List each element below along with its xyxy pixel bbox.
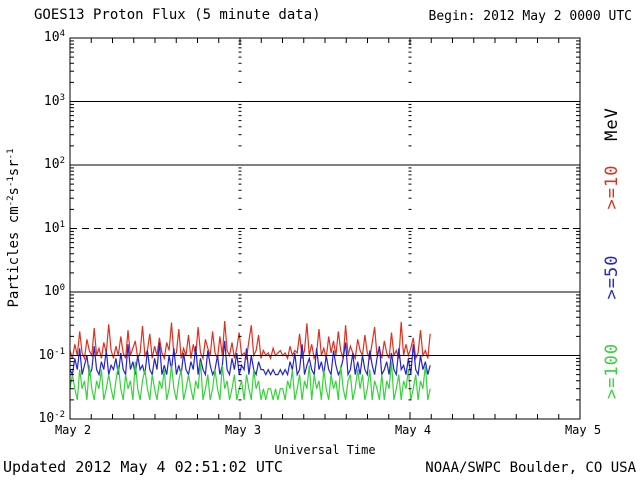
source-attribution: NOAA/SWPC Boulder, CO USA	[425, 460, 636, 476]
y-tick-label: 102	[43, 156, 65, 172]
y-tick-label: 100	[43, 283, 65, 299]
y-tick-label: 104	[43, 29, 65, 45]
x-axis-title: Universal Time	[274, 443, 376, 457]
chart-title: GOES13 Proton Flux (5 minute data)	[34, 7, 321, 23]
updated-timestamp: Updated 2012 May 4 02:51:02 UTC	[3, 458, 283, 476]
x-tick-label: May 4	[394, 423, 432, 437]
x-tick-label: May 5	[564, 423, 602, 437]
legend-units-label: MeV	[602, 107, 622, 141]
y-tick-label: 10-1	[38, 346, 66, 363]
begin-time-label: Begin: 2012 May 2 0000 UTC	[428, 9, 633, 24]
x-tick-label: May 3	[224, 423, 262, 437]
x-tick-label: May 2	[54, 423, 92, 437]
legend-item-ge10: >=10	[602, 164, 622, 210]
y-axis-title: Particles cm-2s-1sr-1	[6, 148, 22, 308]
y-tick-label: 10-2	[38, 410, 66, 426]
y-tick-label: 103	[43, 92, 65, 109]
legend-item-ge100: >=100	[602, 342, 622, 400]
legend-item-ge50: >=50	[602, 254, 622, 300]
y-tick-label: 101	[43, 219, 65, 236]
